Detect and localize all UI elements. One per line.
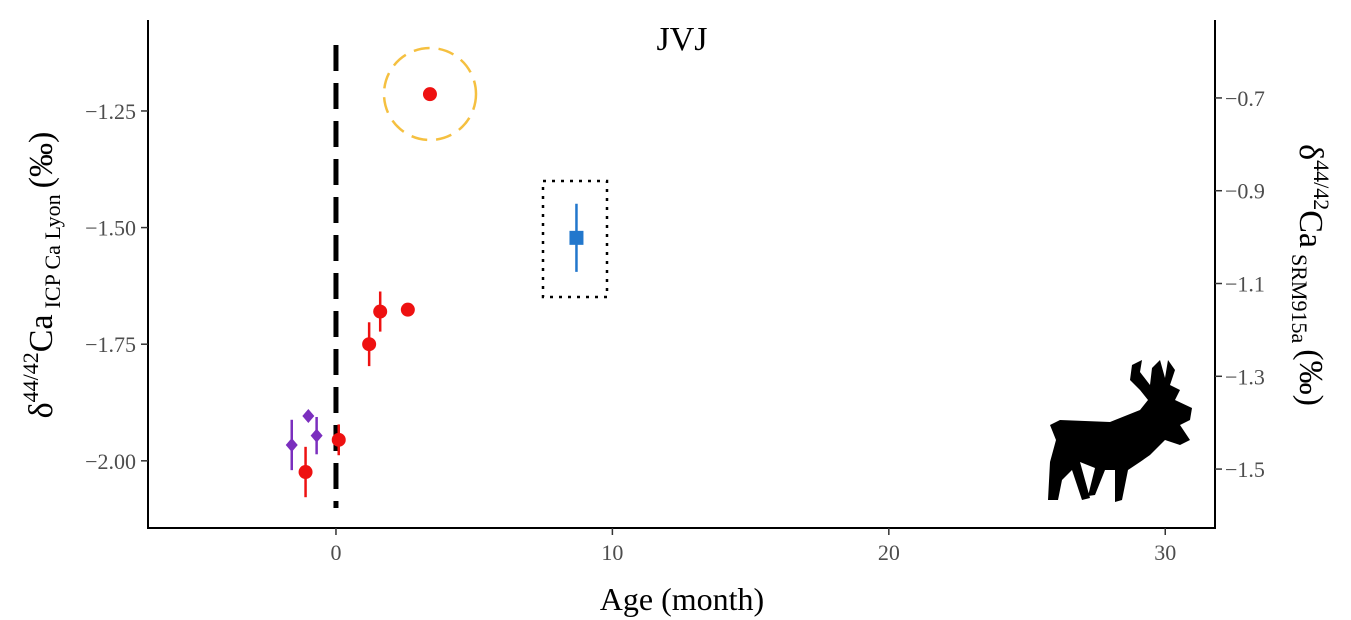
point: [285, 437, 298, 452]
point: [362, 337, 377, 352]
y2-tick-label: −1.5: [1225, 457, 1265, 482]
chart-title: JVJ: [656, 21, 707, 58]
y-label-sub: ICP Ca Lyon: [40, 194, 65, 308]
y-tick-label: −1.75: [85, 332, 136, 357]
y-tick-label: −1.25: [85, 99, 136, 124]
y2-label-symbol: δ: [1292, 144, 1329, 160]
point: [310, 428, 323, 443]
point: [400, 302, 415, 317]
y2-tick-label: −1.3: [1225, 364, 1265, 389]
x-tick-label: 10: [601, 540, 623, 565]
highlight-circle: [382, 46, 478, 142]
point: [298, 465, 313, 480]
x-tick-label: 30: [1154, 540, 1176, 565]
x-tick-label: 0: [330, 540, 341, 565]
y-axis-title: δ44/42Ca ICP Ca Lyon (‰): [18, 132, 65, 419]
y2-label-element: Ca: [1292, 210, 1329, 248]
point: [422, 87, 437, 102]
y2-label-unit: (‰): [1292, 349, 1329, 406]
y2-tick-label: −0.9: [1225, 179, 1265, 204]
y-label-sup: 44/42: [18, 352, 43, 402]
y2-axis-title: δ44/42Ca SRM915a (‰): [1287, 144, 1334, 406]
point: [302, 409, 315, 424]
x-axis-title: Age (month): [600, 581, 764, 617]
y-label-unit: (‰): [23, 132, 60, 189]
caribou-silhouette: [1048, 360, 1192, 502]
y2-label-sub: SRM915a: [1287, 254, 1312, 343]
point: [569, 230, 584, 245]
y-tick-label: −1.50: [85, 216, 136, 241]
y2-tick-label: −0.7: [1225, 86, 1265, 111]
y-label-symbol: δ: [23, 402, 60, 418]
y2-label-sup: 44/42: [1309, 160, 1334, 210]
x-tick-label: 20: [878, 540, 900, 565]
y-tick-label: −2.00: [85, 449, 136, 474]
point: [373, 304, 388, 319]
y2-tick-label: −1.1: [1225, 272, 1265, 297]
y-label-element: Ca: [23, 314, 60, 352]
point: [331, 432, 346, 447]
